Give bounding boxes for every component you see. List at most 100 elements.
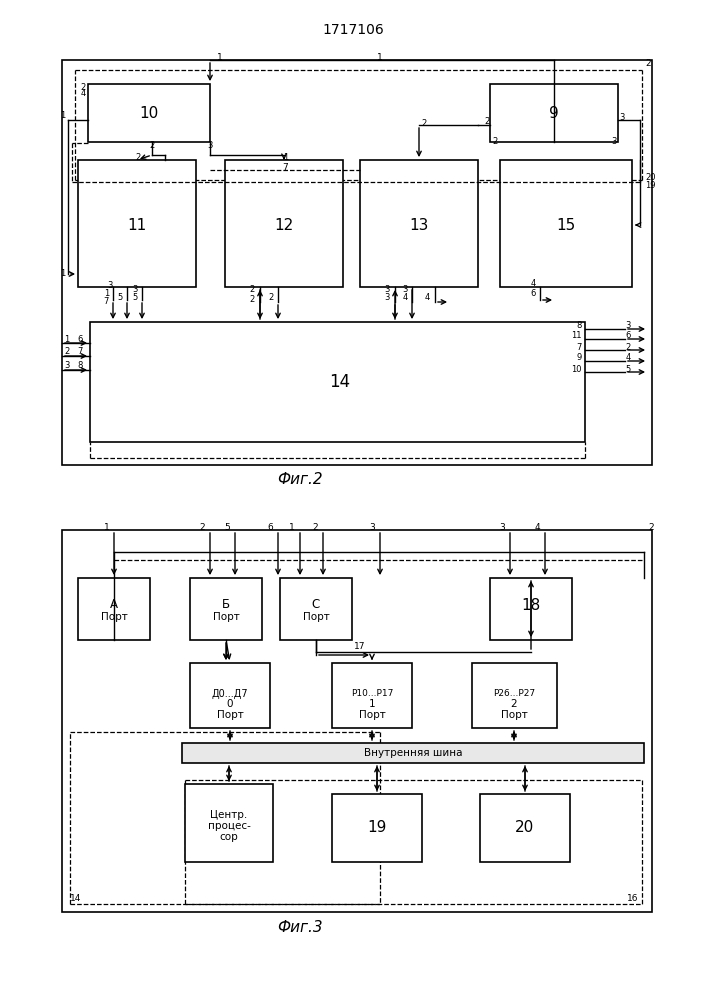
Text: 2: 2: [250, 286, 255, 294]
Text: 2: 2: [421, 118, 426, 127]
Text: 3: 3: [385, 294, 390, 302]
Text: 3: 3: [402, 286, 408, 294]
Text: сор: сор: [220, 832, 238, 842]
Text: 10: 10: [571, 364, 582, 373]
Text: 3: 3: [207, 140, 213, 149]
Bar: [225, 160, 343, 287]
Text: 6: 6: [77, 334, 83, 344]
Text: 4: 4: [531, 279, 536, 288]
Text: 8: 8: [77, 361, 83, 370]
Text: 2: 2: [492, 137, 497, 146]
Text: 2: 2: [250, 296, 255, 304]
Text: 5: 5: [133, 292, 138, 302]
Text: 4: 4: [425, 292, 430, 302]
Bar: [190, 663, 270, 728]
Text: 10: 10: [139, 105, 158, 120]
Bar: [185, 784, 273, 862]
Text: 14: 14: [329, 373, 351, 391]
Text: 9: 9: [549, 105, 559, 120]
Text: 7: 7: [104, 296, 109, 306]
Text: Порт: Порт: [100, 612, 127, 622]
Bar: [190, 578, 262, 640]
Text: 13: 13: [409, 218, 428, 232]
Text: 2: 2: [269, 294, 274, 302]
Text: 12: 12: [274, 218, 293, 232]
Text: 1: 1: [377, 52, 383, 62]
Text: 2: 2: [199, 522, 205, 532]
Text: Порт: Порт: [358, 710, 385, 720]
Text: 1: 1: [64, 334, 69, 344]
Text: Д0...Д7: Д0...Д7: [211, 689, 248, 699]
Bar: [90, 322, 585, 442]
Text: Фиг.3: Фиг.3: [277, 920, 323, 934]
Text: 1: 1: [368, 699, 375, 709]
Bar: [62, 530, 652, 912]
Text: 0: 0: [227, 699, 233, 709]
Text: Внутренняя шина: Внутренняя шина: [363, 748, 462, 758]
Text: 2: 2: [510, 699, 518, 709]
Text: 1: 1: [289, 522, 295, 532]
Text: 8: 8: [577, 322, 582, 330]
Text: 4: 4: [403, 294, 408, 302]
Bar: [62, 60, 652, 465]
Text: 9: 9: [577, 354, 582, 362]
Text: 3: 3: [625, 322, 631, 330]
Text: 14: 14: [70, 894, 81, 903]
Text: 1: 1: [104, 522, 110, 532]
Text: 20: 20: [515, 820, 534, 836]
Bar: [490, 578, 572, 640]
Text: С: С: [312, 598, 320, 611]
Text: 4: 4: [534, 522, 540, 532]
Text: 19: 19: [645, 180, 655, 190]
Text: 3: 3: [369, 522, 375, 532]
Text: Фиг.2: Фиг.2: [277, 473, 323, 488]
Bar: [332, 663, 412, 728]
Text: Б: Б: [222, 598, 230, 611]
Text: 1: 1: [104, 290, 109, 298]
Text: 3: 3: [64, 361, 70, 370]
Text: 3: 3: [133, 286, 138, 294]
Text: 7: 7: [577, 342, 582, 352]
Text: 1: 1: [60, 111, 65, 120]
Text: Порт: Порт: [213, 612, 240, 622]
Text: процес-: процес-: [208, 821, 250, 831]
Text: 1717106: 1717106: [322, 23, 384, 37]
Text: Р26...Р27: Р26...Р27: [493, 690, 535, 698]
Text: 3: 3: [107, 280, 112, 290]
Text: 2: 2: [64, 348, 69, 357]
Text: 2: 2: [135, 152, 141, 161]
Bar: [78, 578, 150, 640]
Text: 3: 3: [619, 112, 625, 121]
Bar: [490, 84, 618, 142]
Bar: [472, 663, 557, 728]
Text: 2: 2: [626, 342, 631, 352]
Text: Порт: Порт: [303, 612, 329, 622]
Text: 5: 5: [626, 364, 631, 373]
Bar: [182, 743, 644, 763]
Text: 15: 15: [556, 218, 575, 232]
Bar: [78, 160, 196, 287]
Text: 7: 7: [282, 162, 288, 172]
Text: 11: 11: [571, 332, 582, 340]
Text: 3: 3: [385, 286, 390, 294]
Text: 6: 6: [531, 288, 536, 298]
Text: 2: 2: [312, 522, 318, 532]
Text: 7: 7: [77, 348, 83, 357]
Text: 2: 2: [149, 140, 155, 149]
Text: 17: 17: [354, 642, 366, 651]
Text: Порт: Порт: [501, 710, 527, 720]
Text: Центр.: Центр.: [211, 810, 247, 820]
Text: 4: 4: [626, 354, 631, 362]
Text: 2: 2: [645, 59, 650, 68]
Bar: [280, 578, 352, 640]
Text: Порт: Порт: [216, 710, 243, 720]
Text: 3: 3: [612, 137, 617, 146]
Text: 6: 6: [267, 522, 273, 532]
Text: 2: 2: [484, 116, 490, 125]
Text: Р10...Р17: Р10...Р17: [351, 690, 393, 698]
Bar: [88, 84, 210, 142]
Bar: [500, 160, 632, 287]
Text: 20: 20: [645, 172, 655, 182]
Text: 1: 1: [217, 52, 223, 62]
Text: А: А: [110, 598, 118, 611]
